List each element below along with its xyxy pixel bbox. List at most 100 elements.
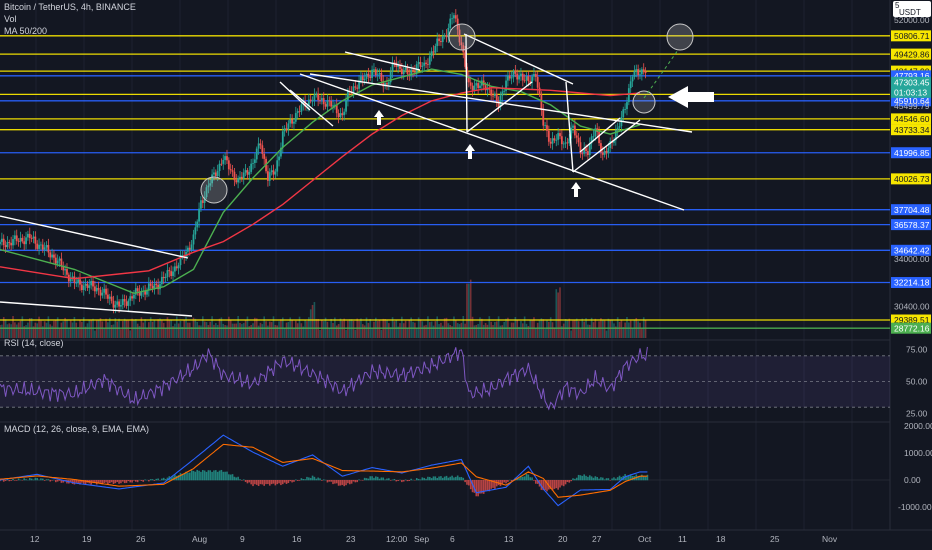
badge-count: 5 [895,1,900,10]
candle-body [99,289,102,296]
candle-body [451,18,453,20]
macd-histogram-bar [101,480,104,485]
candle-body [179,255,182,266]
macd-histogram-bar [51,480,53,481]
macd-histogram-bar [490,480,492,489]
candle-body [222,159,225,164]
macd-histogram-bar [319,478,321,481]
candle-body [187,247,189,252]
trend-line [279,81,311,111]
macd-histogram-bar [179,473,182,481]
volume-bar [153,320,156,338]
candle-body [203,197,206,203]
symbol-title[interactable]: Bitcoin / TetherUS, 4h, BINANCE [4,2,136,12]
candle-body [471,85,474,91]
macd-histogram-bar [315,478,318,481]
candle-body [585,148,587,152]
macd-histogram-bar [181,474,184,481]
candle-body [62,266,65,271]
candle-body [492,95,494,97]
macd-histogram-bar [510,480,513,482]
candle-body [90,280,93,286]
candle-body [564,142,567,144]
macd-histogram-bar [419,479,422,481]
volume-bar [263,316,265,338]
candle-body [603,150,606,155]
volume-bar [425,324,427,338]
price-tag-yellow: 49429.86 [894,49,930,59]
macd-indicator-label[interactable]: MACD (12, 26, close, 9, EMA, EMA) [4,424,150,434]
macd-histogram-bar [395,480,398,482]
macd-histogram-bar [239,479,241,481]
candle-body [441,35,444,43]
volume-bar [285,322,288,338]
volume-bar [421,321,424,338]
ma-indicator-label[interactable]: MA 50/200 [4,26,48,36]
volume-bar [512,322,515,338]
macd-histogram-bar [436,478,439,481]
volume-bar [566,320,569,338]
macd-histogram-bar [415,478,418,481]
volume-bar [412,321,414,338]
volume-bar [248,326,251,338]
macd-histogram-bar [162,477,165,481]
candle-body [47,245,50,253]
volume-bar [205,322,208,338]
volume-bar [401,316,403,338]
volume-bar [229,319,232,338]
candle-body [456,18,459,30]
candle-body [200,200,202,209]
volume-bar [233,323,236,338]
volume-bar [624,322,626,338]
time-axis-label: 26 [136,534,146,544]
candle-body [159,284,161,290]
macd-histogram-bar [166,477,169,481]
macd-histogram-bar [373,477,375,481]
highlight-circle [448,23,476,51]
volume-bar [605,330,608,338]
macd-histogram-bar [274,480,277,486]
macd-histogram-bar [200,471,202,481]
currency-badge[interactable]: 5 USDT [893,1,931,17]
time-axis[interactable]: 12 19 26 Aug 9 16 23 12:00 Sep 6 13 20 27 Oct 11 18 25 No… [0,529,932,544]
price-axis-label: 34000.00 [894,254,930,264]
macd-axis-label: 1000.00 [904,448,932,458]
volume-bar [503,321,505,338]
candle-body [587,151,589,156]
macd-histogram-bar [631,475,634,481]
candle-body [579,142,582,154]
macd-histogram-bar [81,480,83,483]
volume-bar [499,325,502,338]
volume-bar [562,323,565,338]
macd-histogram-bar [363,477,366,481]
candle-body [216,170,219,177]
volume-bar [170,320,172,338]
candle-body [514,71,517,74]
macd-histogram-bar [183,473,185,481]
candle-body [600,143,602,153]
volume-bar [239,322,241,338]
volume-bar [525,323,528,338]
price-axis[interactable]: 50806.7149429.8648147.9046393.1344546.60… [891,15,932,512]
volume-bar [15,324,18,338]
candle-body [257,143,260,149]
macd-histogram-bar [449,476,452,481]
volume-bar [488,316,491,338]
volume-indicator-label[interactable]: Vol [4,14,17,24]
volume-bar [190,327,193,338]
candle-body [553,138,556,141]
candle-body [121,299,124,306]
macd-histogram-bar [49,480,52,482]
macd-histogram-bar [641,474,643,481]
macd-histogram-bar [58,480,61,481]
candle-body [454,15,457,19]
candle-body [235,180,238,183]
volume-bar [36,323,39,338]
volume-bar [514,317,517,338]
trend-drawings[interactable] [0,23,714,317]
macd-histogram-bar [222,471,225,481]
volume-bar [155,329,158,338]
volume-bar [242,323,245,338]
rsi-indicator-label[interactable]: RSI (14, close) [4,338,64,348]
